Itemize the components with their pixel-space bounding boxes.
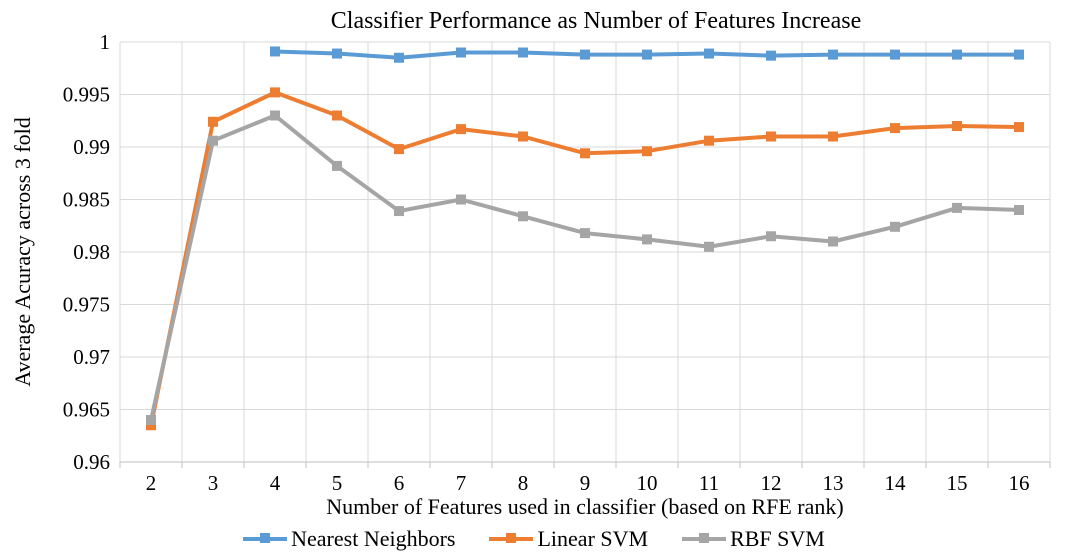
- data-point-marker: [766, 231, 776, 242]
- legend-item: RBF SVM: [682, 526, 825, 552]
- data-point-marker: [270, 110, 280, 121]
- data-point-marker: [704, 135, 714, 146]
- data-point-marker: [456, 124, 466, 135]
- x-tick-label: 6: [394, 471, 405, 495]
- data-point-marker: [332, 110, 342, 121]
- series-linear-svm: [146, 87, 1024, 431]
- y-tick-label: 0.98: [73, 240, 110, 264]
- legend-marker: [506, 533, 517, 543]
- y-tick-label: 1: [100, 30, 111, 54]
- x-tick-label: 16: [1009, 471, 1030, 495]
- data-point-marker: [890, 49, 900, 60]
- series-line: [149, 90, 1020, 426]
- x-tick-label: 2: [146, 471, 157, 495]
- legend-swatch: [243, 533, 288, 543]
- data-point-marker: [270, 87, 280, 98]
- legend-label: Linear SVM: [537, 526, 649, 551]
- data-point-marker: [704, 241, 714, 252]
- data-point-marker: [518, 131, 528, 142]
- legend-swatch: [489, 533, 534, 543]
- data-point-marker: [890, 123, 900, 134]
- x-tick-label: 4: [270, 471, 281, 495]
- x-tick-label: 8: [518, 471, 529, 495]
- x-tick-label: 11: [699, 471, 719, 495]
- axes: [119, 461, 1051, 468]
- data-point-marker: [952, 49, 962, 60]
- y-tick-label: 0.965: [63, 398, 110, 422]
- legend-swatch: [682, 533, 727, 543]
- data-point-marker: [146, 420, 156, 431]
- x-tick-label: 3: [208, 471, 219, 495]
- data-point-marker: [952, 202, 962, 213]
- x-tick-label: 14: [885, 471, 907, 495]
- data-point-marker: [704, 48, 714, 59]
- data-point-marker: [208, 116, 218, 127]
- legend: Nearest Neighbors Linear SVM RBF SVM: [0, 524, 1068, 554]
- y-tick-label: 0.97: [73, 345, 110, 369]
- y-tick-label: 0.96: [73, 450, 110, 474]
- series-line: [149, 113, 1020, 421]
- data-point-marker: [394, 206, 404, 217]
- x-tick-label: 13: [823, 471, 844, 495]
- legend-label: RBF SVM: [730, 526, 825, 551]
- y-tick-label: 0.995: [63, 83, 110, 107]
- data-point-marker: [456, 194, 466, 205]
- x-tick-label: 7: [456, 471, 467, 495]
- y-tick-label: 0.99: [73, 135, 110, 159]
- chart-title: Classifier Performance as Number of Feat…: [331, 8, 861, 34]
- y-tick-label: 0.985: [63, 188, 110, 212]
- x-tick-label: 15: [947, 471, 968, 495]
- data-point-marker: [270, 46, 280, 57]
- x-tick-label: 5: [332, 471, 343, 495]
- data-point-marker: [146, 415, 156, 425]
- data-point-marker: [394, 144, 404, 155]
- data-point-marker: [332, 48, 342, 59]
- series-nearest-neighbors: [270, 46, 1024, 63]
- series-layer: [146, 46, 1024, 431]
- data-point-marker: [456, 47, 466, 58]
- data-point-marker: [580, 228, 590, 239]
- x-tick-label: 12: [761, 471, 782, 495]
- legend-marker: [260, 533, 271, 543]
- x-axis-title: Number of Features used in classifier (b…: [326, 494, 843, 519]
- data-point-marker: [828, 131, 838, 142]
- data-point-marker: [890, 221, 900, 232]
- legend-item: Linear SVM: [489, 526, 648, 552]
- data-point-marker: [642, 146, 652, 157]
- gridlines: [119, 41, 1051, 463]
- data-point-marker: [828, 49, 838, 60]
- data-point-marker: [518, 47, 528, 58]
- x-tick-label: 9: [580, 471, 591, 495]
- data-point-marker: [332, 160, 342, 171]
- data-point-marker: [1014, 49, 1024, 60]
- y-tick-label: 0.975: [63, 293, 110, 317]
- data-point-marker: [1014, 205, 1024, 215]
- data-point-marker: [580, 148, 590, 159]
- data-point-marker: [828, 236, 838, 247]
- legend-item: Nearest Neighbors: [243, 526, 455, 552]
- legend-label: Nearest Neighbors: [291, 526, 456, 551]
- data-point-marker: [580, 49, 590, 60]
- data-point-marker: [518, 211, 528, 222]
- data-point-marker: [642, 234, 652, 245]
- x-tick-label: 10: [637, 471, 658, 495]
- data-point-marker: [766, 50, 776, 61]
- series-rbf-svm: [146, 110, 1024, 425]
- data-point-marker: [766, 131, 776, 142]
- y-axis-title: Average Acuracy across 3 fold: [10, 117, 35, 387]
- data-point-marker: [642, 49, 652, 60]
- data-point-marker: [394, 52, 404, 63]
- legend-marker: [699, 533, 710, 543]
- data-point-marker: [208, 135, 218, 146]
- data-point-marker: [1014, 122, 1024, 133]
- data-point-marker: [952, 121, 962, 131]
